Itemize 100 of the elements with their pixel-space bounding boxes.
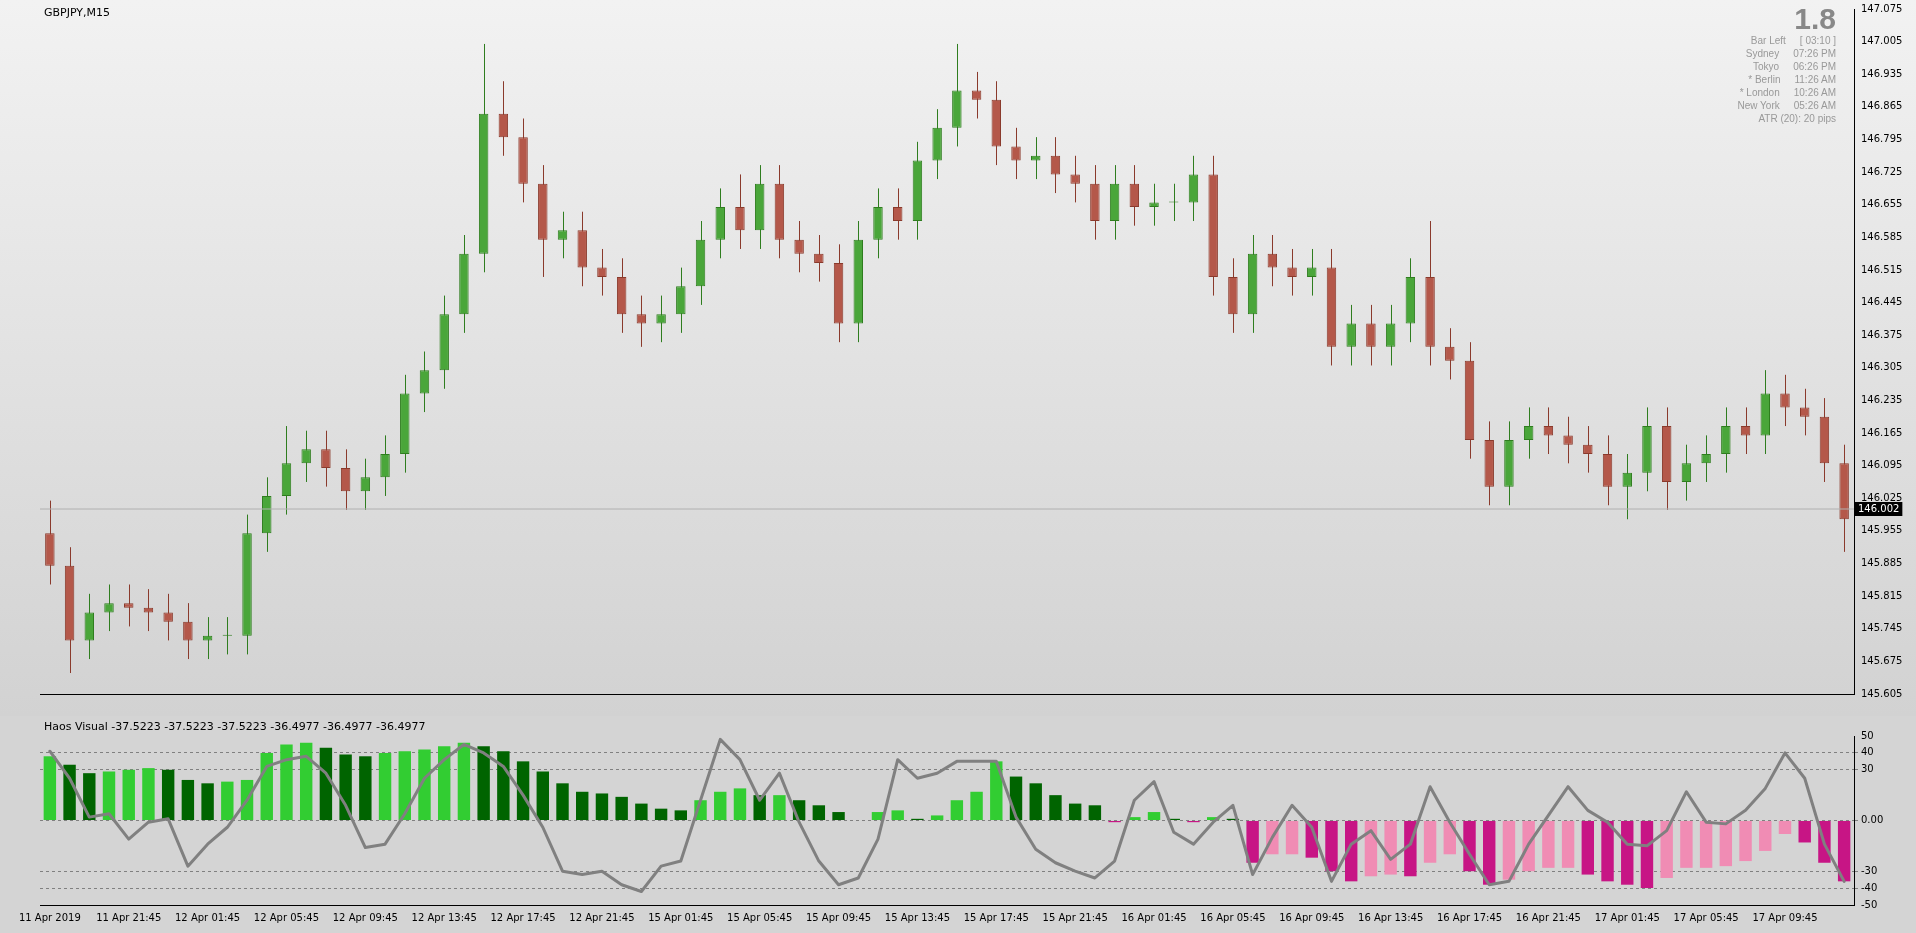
bar xyxy=(122,769,135,820)
y-tick-label: 147.005 xyxy=(1861,35,1903,47)
bar xyxy=(398,751,411,820)
y-tick-label: 145.675 xyxy=(1861,654,1903,666)
y-tick-label: 30 xyxy=(1861,763,1874,775)
bar xyxy=(359,756,372,820)
bar xyxy=(990,761,1003,820)
y-tick-label: 145.745 xyxy=(1861,622,1903,634)
bar xyxy=(1759,821,1772,851)
bar xyxy=(654,808,668,820)
y-tick-label: 145.955 xyxy=(1861,524,1903,536)
candlestick xyxy=(124,583,134,627)
candlestick xyxy=(1050,136,1061,194)
y-tick-label: 146.305 xyxy=(1861,361,1903,373)
bar xyxy=(1325,821,1338,872)
chart-title: Haos Visual -37.5223 -37.5223 -37.5223 -36.4977 -36.4977 -36.4977 xyxy=(44,720,426,733)
annotation: 1.8 xyxy=(1793,2,1836,35)
bar xyxy=(378,752,392,820)
candlestick xyxy=(1583,425,1593,474)
bar xyxy=(201,783,214,820)
bar xyxy=(299,742,313,820)
bar xyxy=(635,803,648,820)
candlestick xyxy=(1523,406,1534,460)
x-tick-label: 17 Apr 05:45 xyxy=(1673,911,1739,923)
candlestick xyxy=(1799,388,1810,436)
y-tick-label: 146.235 xyxy=(1861,394,1903,406)
candlestick xyxy=(419,351,430,413)
y-tick-label: 50 xyxy=(1861,729,1874,741)
bar xyxy=(970,791,983,820)
y-tick-label: 146.515 xyxy=(1861,263,1903,275)
x-tick-label: 11 Apr 21:45 xyxy=(96,911,162,923)
candlestick xyxy=(636,295,647,348)
annotation: Sydney xyxy=(1745,47,1780,60)
bar xyxy=(1502,821,1516,880)
bar xyxy=(1088,805,1102,820)
bar xyxy=(497,751,510,820)
y-tick-label: 146.025 xyxy=(1861,491,1903,503)
annotation: 06:26 PM xyxy=(1793,60,1836,73)
x-tick-label: 15 Apr 21:45 xyxy=(1042,911,1108,923)
bar xyxy=(280,744,293,820)
bar xyxy=(319,747,333,820)
candlestick xyxy=(1622,453,1632,520)
y-tick-label: 146.375 xyxy=(1861,328,1903,340)
candlestick xyxy=(360,458,371,511)
bar xyxy=(418,749,431,820)
x-tick-label: 17 Apr 09:45 xyxy=(1752,911,1818,923)
candlestick xyxy=(794,220,804,273)
bar xyxy=(556,783,569,820)
bar xyxy=(576,791,589,820)
candlestick xyxy=(1346,304,1356,366)
x-tick-label: 15 Apr 01:45 xyxy=(648,911,714,923)
bar xyxy=(260,752,273,820)
annotation: [ 03:10 ] xyxy=(1799,34,1836,47)
bar xyxy=(832,812,845,820)
bar xyxy=(457,742,471,820)
x-tick-label: 15 Apr 09:45 xyxy=(805,911,872,923)
bar xyxy=(63,764,76,820)
bar xyxy=(615,796,628,820)
chart-title: GBPJPY,M15 xyxy=(44,6,111,19)
bar xyxy=(1246,821,1259,863)
x-tick-label: 12 Apr 13:45 xyxy=(411,911,477,923)
x-tick-label: 15 Apr 05:45 xyxy=(727,911,793,923)
y-tick-label: 146.095 xyxy=(1861,459,1903,471)
bar xyxy=(181,779,195,820)
bar xyxy=(221,781,234,820)
bar xyxy=(477,746,490,820)
candlestick xyxy=(1385,304,1396,366)
bar xyxy=(1542,821,1555,868)
candlestick xyxy=(1681,444,1692,502)
bar xyxy=(1581,821,1595,875)
annotation: New York xyxy=(1737,99,1780,112)
bar xyxy=(161,769,175,820)
annotation: 11:26 AM xyxy=(1794,73,1836,86)
annotation: * Berlin xyxy=(1748,73,1781,86)
candlestick xyxy=(321,430,331,488)
candlestick xyxy=(814,234,824,283)
candlestick xyxy=(498,80,509,157)
x-tick-label: 15 Apr 17:45 xyxy=(963,911,1029,923)
x-tick-label: 12 Apr 01:45 xyxy=(175,911,241,923)
x-tick-label: 11 Apr 2019 xyxy=(18,911,81,923)
x-tick-label: 16 Apr 09:45 xyxy=(1279,911,1345,923)
candlestick xyxy=(656,295,666,343)
x-tick-label: 17 Apr 01:45 xyxy=(1594,911,1660,923)
candlestick xyxy=(1149,183,1159,227)
bar xyxy=(930,815,944,820)
bar xyxy=(1029,783,1042,820)
bar xyxy=(812,805,826,820)
bar xyxy=(339,754,352,820)
bar xyxy=(1719,821,1733,867)
candlestick xyxy=(1011,127,1021,180)
bar xyxy=(83,773,96,820)
y-tick-label: -30 xyxy=(1861,864,1878,876)
x-tick-label: 12 Apr 09:45 xyxy=(332,911,398,923)
y-tick-label: 146.795 xyxy=(1861,133,1903,145)
bar xyxy=(1147,812,1161,820)
bar xyxy=(1561,821,1575,868)
bar xyxy=(1049,795,1062,820)
bar xyxy=(1699,821,1713,868)
candlestick xyxy=(340,448,351,511)
annotation: 10:26 AM xyxy=(1793,86,1836,99)
